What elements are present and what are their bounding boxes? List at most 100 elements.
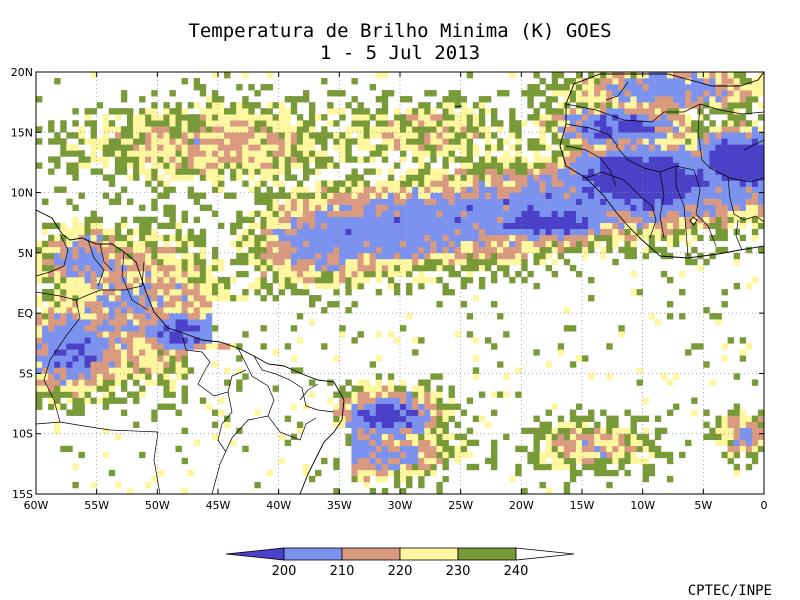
temperature-cell: [96, 349, 104, 356]
temperature-cell: [400, 210, 407, 217]
temperature-cell: [60, 120, 67, 127]
temperature-cell: [697, 264, 704, 272]
temperature-cell: [133, 295, 140, 302]
temperature-cell: [169, 325, 176, 332]
temperature-cell: [351, 270, 358, 278]
temperature-cell: [733, 168, 741, 175]
temperature-cell: [618, 144, 625, 151]
temperature-cell: [679, 150, 686, 157]
temperature-cell: [218, 144, 225, 151]
temperature-cell: [721, 174, 728, 181]
temperature-cell: [278, 216, 286, 224]
temperature-cell: [393, 210, 401, 217]
temperature-cell: [54, 186, 61, 193]
temperature-cell: [127, 367, 134, 374]
temperature-cell: [594, 114, 601, 121]
temperature-cell: [199, 144, 207, 151]
temperature-cell: [400, 258, 407, 266]
temperature-cell: [521, 264, 528, 272]
temperature-cell: [54, 397, 61, 404]
temperature-cell: [454, 180, 461, 187]
temperature-cell: [600, 180, 607, 187]
temperature-cell: [460, 180, 468, 187]
temperature-cell: [387, 144, 395, 151]
temperature-cell: [642, 114, 650, 121]
temperature-cell: [545, 156, 552, 163]
temperature-cell: [54, 373, 61, 380]
temperature-cell: [545, 174, 552, 181]
temperature-cell: [260, 192, 267, 199]
temperature-cell: [484, 240, 492, 248]
temperature-cell: [618, 162, 625, 169]
temperature-cell: [248, 132, 255, 139]
temperature-cell: [418, 204, 425, 211]
temperature-cell: [436, 409, 443, 416]
temperature-cell: [363, 463, 370, 471]
temperature-cell: [648, 156, 656, 163]
temperature-cell: [563, 427, 571, 435]
temperature-cell: [575, 216, 583, 224]
temperature-cell: [697, 192, 704, 199]
temperature-cell: [436, 397, 443, 404]
temperature-cell: [157, 132, 164, 139]
temperature-cell: [315, 192, 322, 199]
temperature-cell: [90, 361, 97, 368]
temperature-cell: [108, 349, 116, 356]
temperature-cell: [260, 246, 267, 254]
temperature-cell: [545, 114, 552, 121]
temperature-cell: [412, 168, 419, 175]
temperature-cell: [630, 439, 637, 447]
temperature-cell: [400, 198, 407, 205]
temperature-cell: [114, 343, 122, 350]
temperature-cell: [448, 289, 455, 296]
temperature-cell: [400, 385, 407, 392]
temperature-cell: [90, 234, 97, 242]
temperature-cell: [333, 409, 340, 416]
temperature-cell: [400, 397, 407, 404]
temperature-cell: [600, 108, 607, 115]
temperature-cell: [151, 325, 158, 332]
temperature-cell: [236, 144, 243, 151]
temperature-cell: [478, 186, 486, 193]
temperature-cell: [594, 210, 601, 217]
temperature-cell: [594, 234, 601, 242]
temperature-cell: [199, 240, 207, 248]
temperature-cell: [48, 361, 55, 368]
temperature-cell: [381, 132, 389, 139]
temperature-cell: [739, 72, 747, 79]
temperature-cell: [296, 144, 304, 151]
temperature-cell: [284, 228, 292, 236]
temperature-cell: [642, 186, 650, 193]
temperature-cell: [54, 331, 61, 338]
temperature-cell: [120, 283, 128, 290]
temperature-cell: [296, 222, 304, 230]
temperature-cell: [218, 150, 225, 157]
temperature-cell: [709, 313, 716, 320]
temperature-cell: [351, 192, 358, 199]
temperature-cell: [642, 246, 650, 254]
temperature-cell: [139, 325, 146, 332]
temperature-cell: [175, 144, 182, 151]
temperature-cell: [551, 222, 559, 230]
temperature-cell: [369, 234, 377, 242]
temperature-cell: [612, 168, 619, 175]
temperature-cell: [545, 222, 552, 230]
temperature-cell: [114, 162, 122, 169]
temperature-cell: [375, 72, 383, 79]
temperature-cell: [527, 144, 534, 151]
temperature-cell: [636, 156, 643, 163]
temperature-cell: [169, 307, 176, 314]
temperature-cell: [697, 150, 704, 157]
temperature-cell: [145, 138, 152, 145]
temperature-cell: [460, 228, 468, 236]
temperature-cell: [594, 168, 601, 175]
temperature-cell: [175, 108, 182, 115]
temperature-cell: [96, 138, 104, 145]
temperature-cell: [181, 246, 188, 254]
temperature-cell: [315, 168, 322, 175]
temperature-cell: [612, 240, 619, 248]
temperature-cell: [733, 78, 741, 85]
temperature-cell: [321, 186, 328, 193]
temperature-cell: [503, 150, 510, 157]
temperature-cell: [588, 84, 595, 91]
